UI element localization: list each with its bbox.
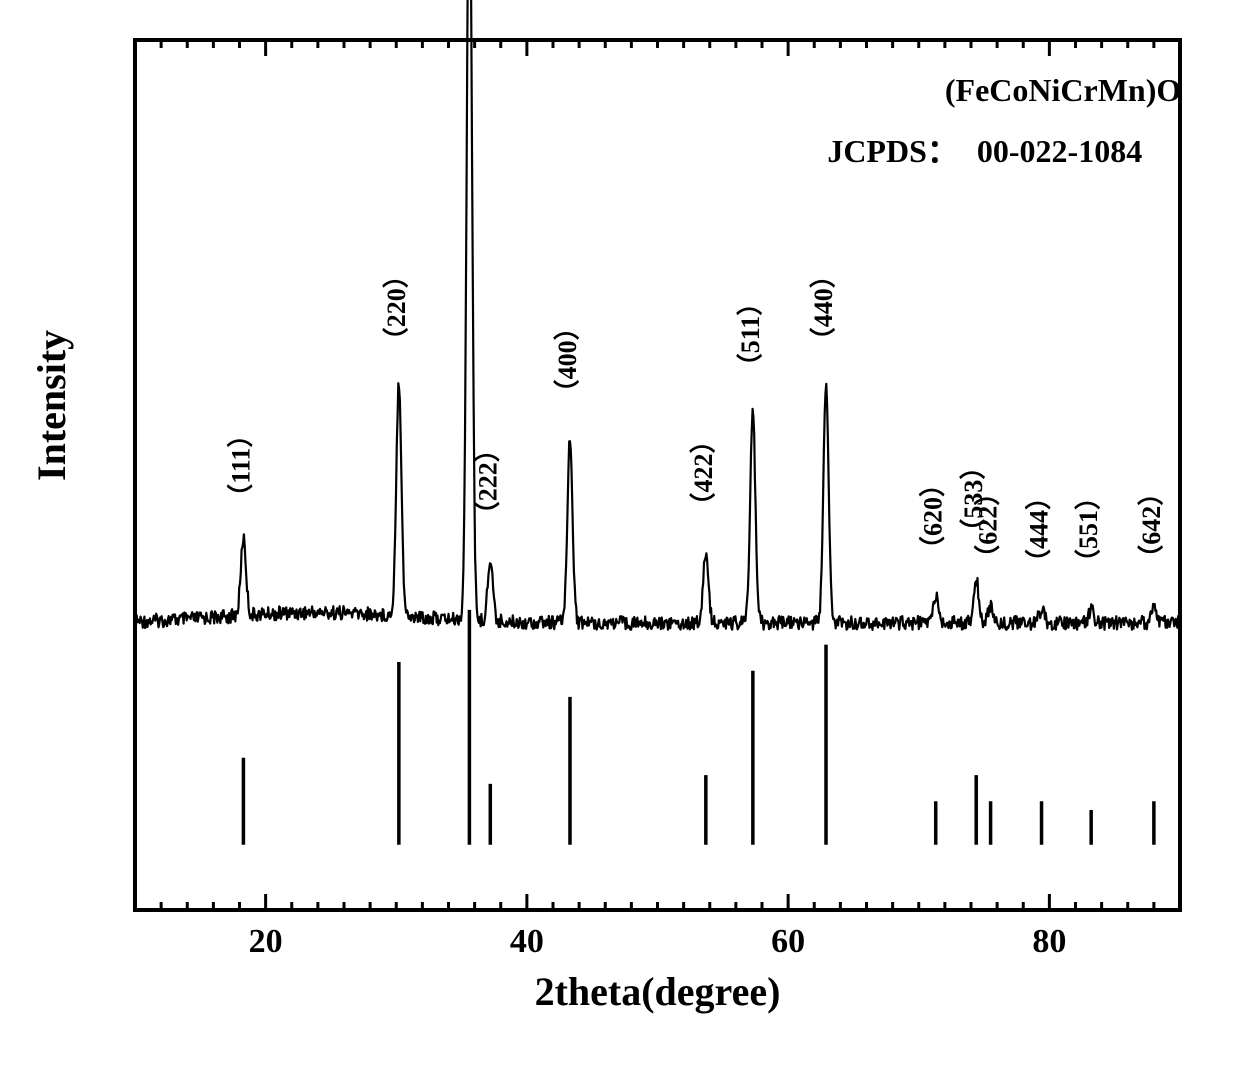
peak-label-group: （422） bbox=[689, 427, 718, 518]
peak-label: （551） bbox=[1074, 484, 1103, 575]
peak-label-group: （642） bbox=[1137, 480, 1166, 571]
peak-label: （440） bbox=[809, 262, 838, 353]
x-axis-label: 2theta(degree) bbox=[535, 969, 781, 1014]
peak-label: （444） bbox=[1025, 484, 1054, 575]
xrd-chart: 20 40 60 80 2theta(degree) Intensity （111） （220… bbox=[0, 0, 1240, 1077]
x-tick-label: 80 bbox=[1032, 923, 1066, 960]
chart-svg: 20 40 60 80 2theta(degree) Intensity （111） （220… bbox=[0, 0, 1240, 1077]
peak-label-group: （444） bbox=[1025, 484, 1054, 575]
peak-label: （400） bbox=[553, 314, 582, 405]
peak-label: （422） bbox=[689, 427, 718, 518]
peak-label-group: （222） bbox=[473, 436, 502, 527]
peak-label: （222） bbox=[473, 436, 502, 527]
peak-label-group: （551） bbox=[1074, 484, 1103, 575]
peak-label-group: （511） bbox=[736, 290, 765, 380]
peak-label: （642） bbox=[1137, 480, 1166, 571]
peak-label: （511） bbox=[736, 290, 765, 380]
x-tick-label: 40 bbox=[510, 923, 544, 960]
y-axis-label: Intensity bbox=[29, 330, 74, 481]
x-tick-label: 20 bbox=[249, 923, 283, 960]
peak-label-group: （440） bbox=[809, 262, 838, 353]
peak-label-group: （400） bbox=[553, 314, 582, 405]
peak-label: （111） bbox=[226, 422, 255, 510]
peak-label-group: （622） bbox=[974, 480, 1003, 571]
jcpds-annotation: JCPDS：00-022-1084 bbox=[827, 133, 1142, 169]
peak-label-group: （220） bbox=[382, 262, 411, 353]
peak-label-group: （620） bbox=[919, 471, 948, 562]
peak-label: （220） bbox=[382, 262, 411, 353]
peak-label: （622） bbox=[974, 480, 1003, 571]
peak-label-group: （111） bbox=[226, 422, 255, 510]
x-tick-label: 60 bbox=[771, 923, 805, 960]
compound-annotation: (FeCoNiCrMn)O bbox=[945, 72, 1181, 108]
peak-label: （620） bbox=[919, 471, 948, 562]
